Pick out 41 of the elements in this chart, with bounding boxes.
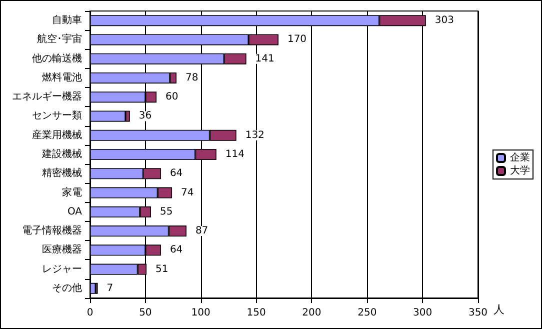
total-label: 60 [166, 92, 178, 103]
total-label: 114 [225, 149, 244, 160]
y-tick-label: センサー類 [32, 110, 82, 122]
total-label: 55 [160, 206, 173, 218]
y-tick-label: 航空･宇宙 [37, 33, 82, 46]
y-tick-label: 医療機器 [42, 244, 82, 256]
total-label: 64 [170, 244, 183, 256]
legend-label: 大学 [510, 164, 530, 176]
total-label: 78 [185, 72, 198, 84]
y-tick-label: 精密機械 [42, 167, 82, 180]
x-tick-label: 350 [468, 308, 488, 318]
total-label: 303 [434, 15, 454, 26]
total-label: 74 [181, 187, 194, 198]
y-tick-label: 他の輸送機 [32, 52, 82, 64]
x-tick-label: 150 [246, 308, 266, 318]
x-tick-label: 300 [413, 308, 432, 318]
total-label: 132 [245, 130, 264, 141]
y-tick-label: 燃料電池 [42, 71, 82, 84]
total-label: 87 [195, 226, 208, 237]
x-tick-label: 100 [191, 308, 210, 318]
total-label: 141 [255, 53, 274, 64]
x-tick-label: 50 [139, 308, 152, 318]
y-tick-label: 電子情報機器 [22, 224, 82, 237]
x-tick-label: 0 [86, 308, 94, 318]
y-tick-label: 建設機械 [41, 148, 82, 160]
y-tick-label: その他 [52, 282, 82, 294]
total-label: 36 [138, 110, 152, 122]
y-tick-label: 産業用機械 [32, 128, 82, 141]
y-tick-label: 家電 [62, 186, 82, 198]
x-tick-label: 200 [302, 308, 322, 318]
y-tick-label: レジャー [42, 264, 82, 275]
y-tick-label: 自動車 [52, 14, 82, 26]
y-tick-label: エネルギー機器 [12, 90, 82, 103]
legend-label: 企業 [510, 152, 530, 164]
total-label: 64 [170, 168, 183, 180]
total-label: 7 [106, 282, 114, 294]
y-tick-label: OA [67, 206, 82, 218]
total-label: 51 [156, 264, 168, 275]
total-label: 170 [287, 34, 307, 46]
x-axis-title: 人 [493, 303, 504, 316]
x-tick-label: 250 [358, 308, 377, 318]
